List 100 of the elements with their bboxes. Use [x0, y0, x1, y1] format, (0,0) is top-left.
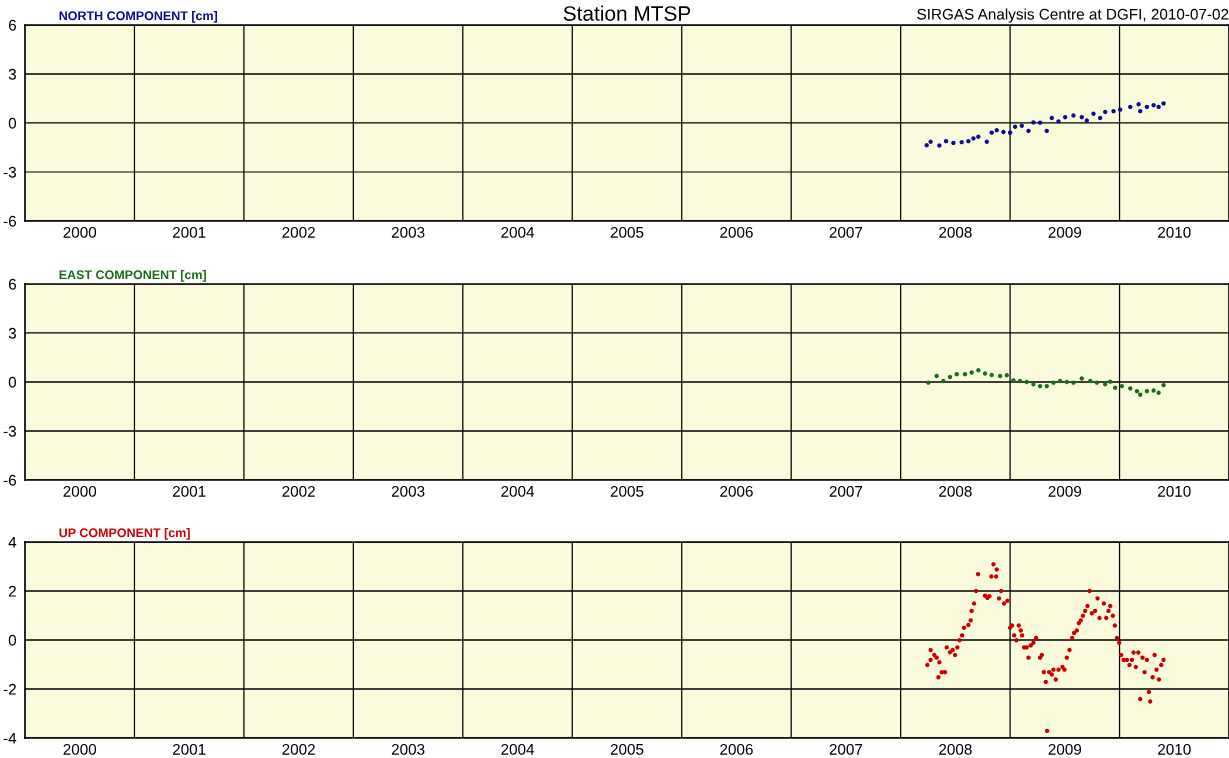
point [1091, 111, 1096, 116]
point [1138, 108, 1143, 114]
y-axis-title: NORTH COMPONENT [cm] [59, 11, 218, 23]
point [1031, 120, 1036, 125]
point [1011, 378, 1016, 383]
x-tick-label: 2009 [1048, 226, 1082, 238]
point [997, 373, 1003, 379]
point [1144, 388, 1150, 394]
point [1108, 379, 1113, 384]
point [1118, 107, 1123, 112]
point [1111, 108, 1116, 114]
point [1128, 386, 1133, 391]
point [1119, 383, 1125, 389]
y-tick-label: 6 [8, 19, 16, 31]
point [1079, 376, 1084, 381]
point [989, 130, 994, 135]
x-tick-label: 2000 [63, 226, 97, 238]
point [1044, 128, 1049, 134]
point [966, 138, 971, 144]
point [1156, 104, 1161, 110]
point [1097, 115, 1103, 121]
x-tick-label: 2002 [282, 226, 315, 238]
x-tick-label: 2005 [610, 743, 644, 755]
x-tick-label: 2010 [1158, 226, 1191, 238]
point [1161, 382, 1166, 388]
y-axis-title: EAST COMPONENT [cm] [59, 270, 206, 282]
point [1103, 109, 1108, 115]
point [1151, 388, 1156, 393]
x-tick-label: 2009 [1048, 743, 1082, 755]
x-tick-label: 2003 [391, 226, 425, 238]
point [989, 372, 994, 378]
chart-title: Station MTSP [563, 5, 691, 21]
y-tick-label: -4 [3, 733, 17, 744]
point [1012, 124, 1018, 129]
x-tick-label: 2010 [1158, 485, 1191, 497]
point [1151, 103, 1156, 108]
point [994, 127, 999, 133]
point [1044, 383, 1049, 389]
x-tick-label: 2003 [391, 743, 425, 755]
point [1134, 388, 1140, 394]
y-tick-label: 6 [8, 278, 16, 290]
point [1088, 378, 1093, 384]
point [976, 368, 981, 373]
point [1156, 390, 1161, 395]
point [951, 140, 956, 146]
x-tick-label: 2006 [720, 226, 753, 238]
x-tick-label: 2008 [939, 743, 972, 755]
y-tick-label: 2 [8, 585, 16, 597]
x-tick-label: 2010 [1158, 743, 1191, 755]
point [1094, 380, 1100, 385]
x-tick-label: 2001 [172, 226, 206, 238]
point [1024, 379, 1029, 385]
point [1004, 373, 1009, 378]
y-tick-label: 3 [8, 327, 16, 339]
point [976, 134, 981, 139]
point [1056, 119, 1061, 124]
x-tick-label: 2000 [63, 485, 97, 497]
point [947, 374, 953, 380]
point [1037, 120, 1043, 125]
x-tick-label: 2007 [829, 485, 863, 497]
point [1001, 129, 1006, 135]
point [928, 139, 933, 144]
y-tick-label: 3 [8, 68, 16, 80]
x-tick-label: 2005 [610, 485, 644, 497]
point [1037, 383, 1043, 389]
x-tick-label: 2009 [1048, 485, 1082, 497]
point [1071, 380, 1076, 385]
point [1062, 114, 1068, 120]
y-tick-label: -2 [3, 683, 16, 695]
x-tick-label: 2002 [282, 743, 315, 755]
point [1051, 380, 1056, 385]
point [969, 370, 974, 375]
x-tick-label: 2008 [939, 485, 972, 497]
point [1128, 104, 1133, 110]
point [959, 139, 964, 145]
point [1103, 382, 1108, 387]
text: SIRGAS Analysis Centre at DGFI, 2010-07-02 [917, 8, 1229, 23]
x-tick-label: 2004 [501, 485, 535, 497]
point [1007, 130, 1013, 135]
point [1161, 101, 1166, 106]
point [941, 378, 946, 384]
x-tick-label: 2008 [939, 226, 972, 238]
y-tick-label: 4 [8, 537, 17, 548]
x-tick-label: 2007 [829, 226, 863, 238]
x-tick-label: 2002 [282, 485, 315, 497]
point [971, 136, 976, 141]
x-tick-label: 2001 [172, 743, 206, 755]
point [943, 138, 949, 144]
point [1138, 392, 1143, 397]
x-tick-label: 2004 [501, 226, 535, 238]
point [1017, 378, 1023, 384]
x-tick-label: 2006 [720, 485, 753, 497]
point [924, 143, 929, 148]
point [982, 371, 988, 376]
point [1031, 382, 1036, 387]
x-tick-label: 2005 [610, 226, 644, 238]
y-axis-title: UP COMPONENT [cm] [59, 528, 190, 540]
point [1144, 104, 1150, 110]
point [926, 380, 931, 385]
x-tick-label: 2007 [829, 743, 863, 755]
